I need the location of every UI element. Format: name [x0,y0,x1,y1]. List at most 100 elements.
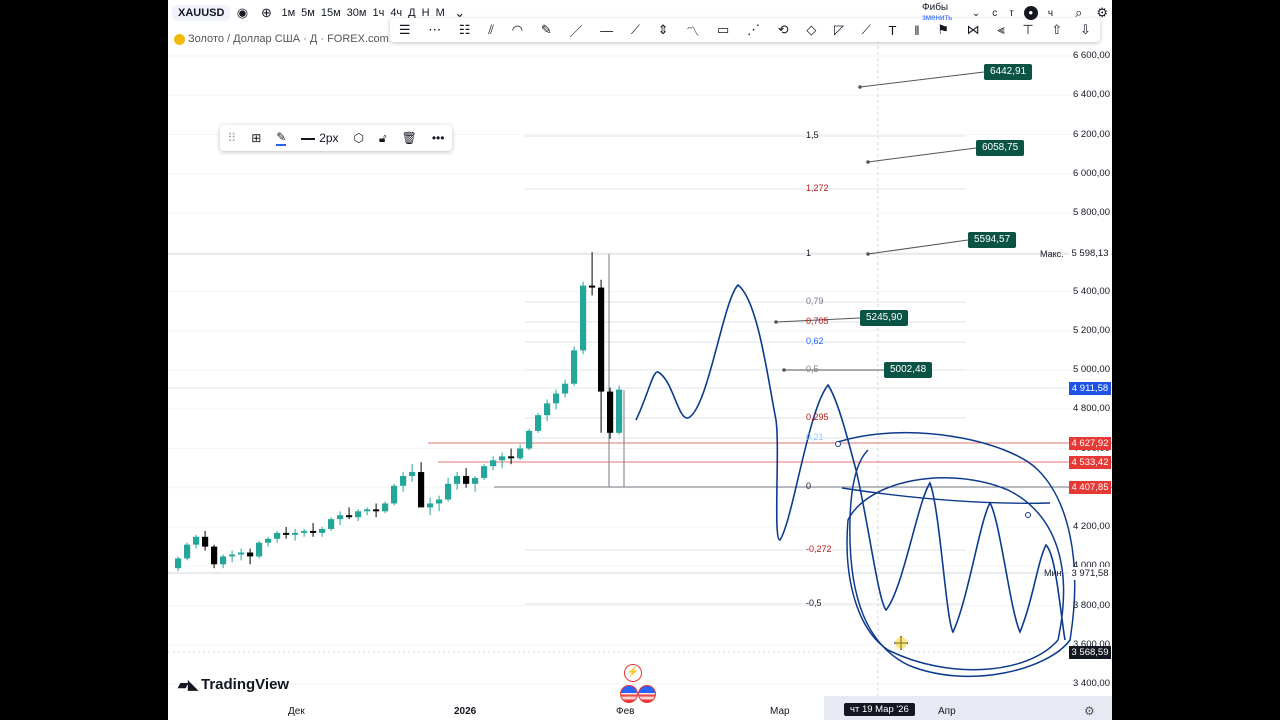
candle-body [616,389,623,433]
timeframe-8[interactable]: М [435,7,445,19]
header-letter-3[interactable]: ч [1047,7,1054,19]
chevron-down-icon[interactable]: ⌄ [454,5,466,20]
settings-icon[interactable]: ⚙ [1096,5,1108,20]
chevron-down-icon[interactable]: ⌄ [971,7,981,19]
price-callout[interactable]: 6442,91 [984,64,1033,80]
candle-body [571,350,578,384]
path-icon[interactable]: 〽 [686,23,700,39]
timeframe-5[interactable]: 4ч [390,7,403,19]
candle-body [229,554,236,557]
fib-ratio-label: 1,5 [806,130,819,140]
price-axis-tick: 3 800,00 [1073,599,1110,611]
arrow-up-icon[interactable]: ⇧ [1051,22,1063,37]
drag-handle-icon[interactable]: ⠿ [227,131,237,145]
timeframe-6[interactable]: Д [408,7,416,19]
lock-icon[interactable]: 🔓︎ [378,130,387,145]
rectangle-icon[interactable]: ▭ [717,22,730,37]
flag-icon[interactable]: ⚑ [937,22,949,37]
candle-body [382,503,389,512]
price-axis-tag: 3 971,58 [1069,567,1111,580]
fib-timezone-icon[interactable]: ☷ [458,22,471,37]
drawing-anchor [1025,512,1031,518]
timeframe-0[interactable]: 1м [281,7,296,19]
record-icon[interactable]: ● [1023,6,1038,20]
projection-icon[interactable]: ⟲ [777,22,789,37]
fib-arc-icon[interactable]: ◠ [511,22,524,37]
price-axis-tick: 3 600,00 [1073,638,1110,650]
price-axis-tick: 5 400,00 [1073,285,1110,297]
callout-leader [859,71,985,88]
candle-body [598,287,605,392]
candle-body [481,466,488,478]
price-range-icon[interactable]: ⇕ [657,22,669,37]
fib-tool-icon[interactable]: ☰ [398,22,411,37]
vertical-line-icon[interactable]: ‖ [914,22,920,38]
add-symbol-icon[interactable]: ⊕ [261,5,272,20]
line-color-icon[interactable]: ✎ [276,130,287,146]
timeframe-4[interactable]: 1ч [372,7,385,19]
price-axis-tick: 5 200,00 [1073,324,1110,336]
price-callout[interactable]: 5245,90 [860,310,909,326]
more-icon[interactable]: ••• [431,131,445,145]
timeframe-3[interactable]: 30м [346,7,367,19]
extended-line-icon[interactable]: ⟋ [630,22,640,37]
drawing-tools-bar: ☰ ⋯ ☷ ⫽ ◠ ✎ ／ — ⟋ ⇕ 〽 ▭ ⋰ ⟲ ◇ ◸ ⟋ T ‖ ⚑ … [390,18,1100,42]
symbol-legend[interactable]: Золото / Доллар США · Д · FOREX.com [174,33,389,45]
freehand-wave [635,283,1066,641]
arrow-down-icon[interactable]: ⇩ [1080,22,1091,37]
header-letter-1[interactable]: с [992,7,998,19]
price-callout[interactable]: 6058,75 [976,140,1025,156]
cursor-highlight [895,637,907,649]
timeframe-1[interactable]: 5м [301,7,315,19]
trash-icon[interactable]: 🗑︎ [401,131,417,145]
candle-body [589,285,596,288]
fib-ratio-label: -0,5 [806,598,822,608]
line-width-button[interactable]: 2px [301,131,339,145]
fib-fan-icon[interactable]: ⫽ [488,22,495,37]
search-icon[interactable]: ⌕ [1075,5,1083,20]
candle-body [580,285,587,351]
callout-dot [866,160,870,164]
compare-icon[interactable]: ◉ [236,5,249,20]
pen-tool-icon[interactable]: ✎ [540,22,552,37]
timeframe-2[interactable]: 15м [320,7,341,19]
symbol-search-button[interactable]: XAUUSD [172,5,231,21]
candle-body [364,509,371,512]
pattern-icon[interactable]: ⋰ [747,22,760,37]
fib-ratio-label: 0,5 [806,364,819,374]
axis-settings-icon[interactable]: ⚙ [1084,704,1095,718]
candle-body [202,536,209,547]
candle-body [463,475,470,484]
us-flag-event-icon[interactable] [638,685,656,703]
candle-body [310,530,317,533]
tradingview-logo[interactable]: ▰◣ TradingView [178,676,289,693]
price-label-icon[interactable]: ⫷ [997,22,1005,37]
price-callout[interactable]: 5002,48 [884,362,933,378]
candle-body [436,499,443,504]
candle-body [328,519,335,529]
chart-window: XAUUSD ◉ ⊕ 1м 5м 15м 30м 1ч 4ч Д Н М ⌄ ☰ ⋯ ☷ ⫽ ◠… [168,0,1112,720]
callout-icon[interactable]: ◸ [834,22,845,37]
candle-body [211,546,218,565]
price-callout[interactable]: 5594,57 [968,232,1017,248]
trend-line-icon[interactable]: ／ [569,23,583,39]
fib-ratio-label: 0,79 [806,296,824,306]
price-axis-tag: 4 407,85 [1069,481,1111,494]
lightning-event-icon[interactable]: ⚡ [624,664,642,682]
ray-icon[interactable]: — [600,22,614,38]
candle-body [355,511,362,518]
settings-hex-icon[interactable]: ⬡ [353,131,364,145]
template-label[interactable]: Фибы зменить [922,3,952,23]
text-box-icon[interactable]: ⊤ [1022,22,1034,37]
header-letter-2[interactable]: т [1009,7,1014,19]
us-flag-event-icon[interactable] [620,685,638,703]
line-tool-icon[interactable]: ⟋ [861,22,871,37]
text-icon[interactable]: T [888,22,897,38]
anchored-vwap-icon[interactable]: ⋈ [966,22,980,37]
chart-plot[interactable] [168,0,1112,720]
time-axis-tick: Дек [288,706,305,717]
timeframe-7[interactable]: Н [421,7,430,19]
brush-icon[interactable]: ◇ [806,22,817,37]
fib-channel-icon[interactable]: ⋯ [428,22,442,37]
templates-icon[interactable]: ⊞ [251,131,262,145]
